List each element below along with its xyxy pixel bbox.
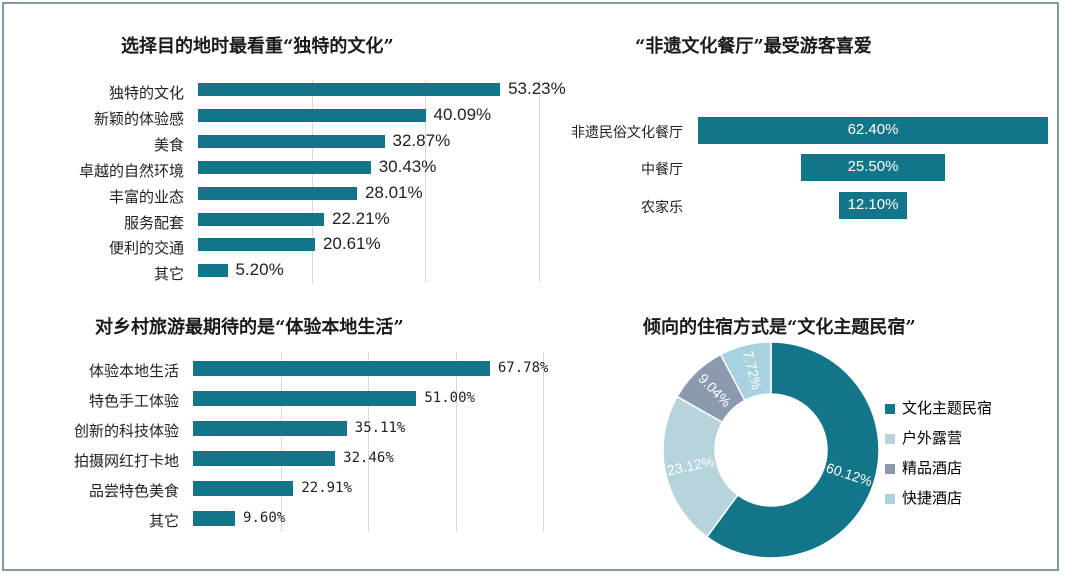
data-label: 32.87%	[392, 130, 451, 150]
bar	[198, 186, 357, 200]
category-label: 丰富的业态	[108, 187, 184, 206]
data-label: 40.09%	[433, 104, 492, 124]
bar	[193, 421, 347, 436]
donut-slice	[705, 341, 880, 559]
funnel-bar	[839, 192, 907, 219]
category-label: 拍摄网红打卡地	[73, 452, 179, 470]
bar	[193, 451, 336, 466]
data-label: 30.43%	[378, 156, 437, 176]
chart4-title: 倾向的住宿方式是“文化主题民宿”	[643, 317, 916, 338]
funnel-bar	[698, 117, 1048, 144]
bar	[193, 511, 236, 526]
legend-label: 精品酒店	[902, 459, 962, 477]
category-label: 农家乐	[641, 200, 683, 216]
gridline	[311, 80, 313, 283]
data-label: 62.40%	[847, 121, 899, 138]
data-label: 20.61%	[322, 234, 381, 254]
bar	[198, 212, 325, 226]
category-label: 中餐厅	[641, 162, 683, 178]
bar	[198, 160, 371, 174]
bar	[193, 361, 490, 376]
bar	[198, 83, 501, 96]
bar	[198, 264, 228, 278]
category-label: 品尝特色美食	[88, 482, 179, 500]
data-label: 25.50%	[847, 158, 899, 175]
data-label: 5.20%	[235, 260, 284, 280]
data-label: 22.91%	[301, 480, 352, 496]
donut-slice	[662, 395, 739, 538]
chart1-title: 选择目的地时最看重“独特的文化”	[121, 36, 394, 57]
category-label: 体验本地生活	[88, 362, 179, 380]
gridline	[280, 352, 282, 532]
data-label: 12.10%	[847, 196, 899, 213]
funnel-bar	[801, 154, 945, 181]
chart2-title: “非遗文化餐厅”最受游客喜爱	[635, 36, 872, 57]
legend-label: 文化主题民宿	[902, 399, 992, 417]
category-label: 卓越的自然环境	[78, 161, 184, 180]
chart3-title: 对乡村旅游最期待的是“体验本地生活”	[95, 317, 404, 338]
gridline	[425, 80, 426, 283]
category-label: 独特的文化	[108, 84, 184, 102]
bar	[193, 391, 417, 406]
legend-swatch	[885, 494, 895, 504]
gridline	[455, 352, 457, 532]
category-label: 服务配套	[123, 213, 184, 232]
category-label: 新颖的体验感	[93, 109, 184, 128]
data-label: 53.23%	[508, 79, 566, 98]
data-label: 35.11%	[354, 420, 406, 436]
legend-label: 户外露营	[902, 429, 962, 447]
legend-swatch	[885, 404, 895, 414]
bar	[198, 108, 426, 122]
data-label: 51.00%	[424, 390, 475, 406]
category-label: 其它	[148, 512, 179, 530]
bar	[193, 481, 294, 496]
bar	[198, 238, 315, 252]
data-label: 32.46%	[343, 450, 394, 466]
data-label: 9.60%	[243, 510, 286, 526]
chart-frame	[2, 2, 1059, 571]
category-label: 美食	[153, 135, 184, 154]
data-label: 67.78%	[497, 360, 549, 376]
donut-slice	[719, 341, 772, 402]
category-label: 非遗民俗文化餐厅	[571, 125, 683, 141]
category-label: 创新的科技体验	[73, 422, 179, 440]
bar	[198, 134, 385, 148]
gridline	[368, 352, 370, 532]
data-label: 22.21%	[332, 208, 390, 228]
category-label: 便利的交通	[108, 239, 184, 258]
category-label: 其它	[153, 265, 184, 284]
gridline	[543, 352, 545, 532]
data-label: 28.01%	[364, 182, 423, 202]
legend-swatch	[885, 464, 895, 474]
category-label: 特色手工体验	[88, 392, 179, 410]
legend-label: 快捷酒店	[902, 489, 962, 507]
gridline	[538, 80, 540, 283]
legend-swatch	[885, 434, 895, 444]
